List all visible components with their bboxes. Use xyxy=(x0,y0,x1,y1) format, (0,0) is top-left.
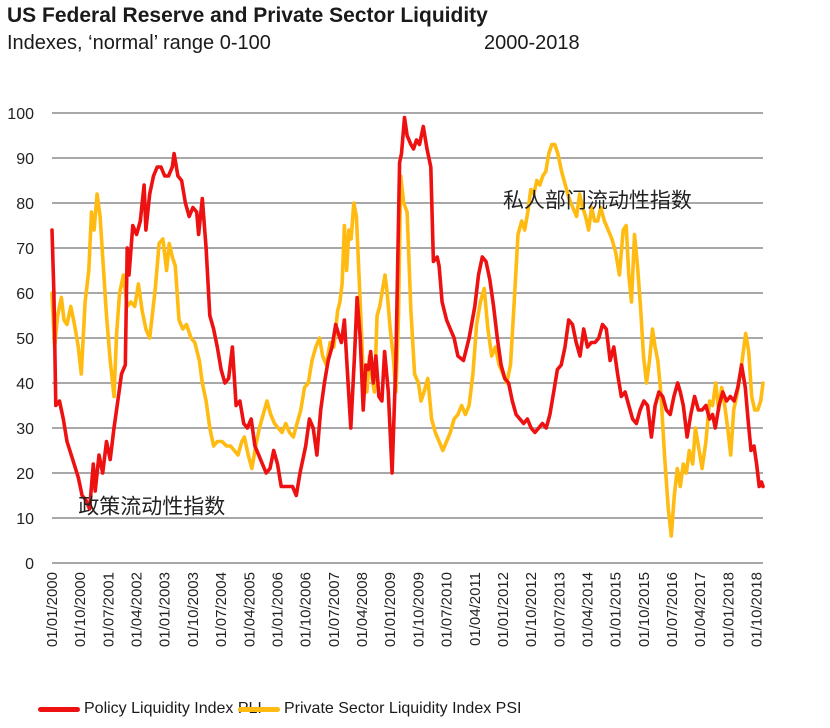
y-tick-label: 70 xyxy=(16,241,34,258)
x-tick-label: 01/04/2011 xyxy=(467,572,484,646)
x-tick-label: 01/10/2003 xyxy=(185,572,202,647)
x-tick-label: 01/07/2007 xyxy=(326,572,343,647)
y-tick-label: 20 xyxy=(16,466,34,483)
x-tick-label: 01/10/2006 xyxy=(298,572,315,647)
chart-period: 2000-2018 xyxy=(484,32,580,54)
x-axis-ticks: 01/01/2000 01/10/2000 01/07/2001 01/04/2002… xyxy=(44,572,766,647)
x-tick-label: 01/10/2009 xyxy=(410,572,427,647)
x-tick-label: 01/04/2008 xyxy=(354,572,371,647)
x-tick-label: 01/10/2018 xyxy=(749,572,766,647)
x-tick-label: 01/07/2016 xyxy=(664,572,681,647)
x-tick-label: 01/01/2003 xyxy=(157,572,174,647)
legend-item-psi: Private Sector Liquidity Index PSI xyxy=(238,700,521,718)
legend-swatch-psi xyxy=(238,706,280,712)
annotation-policy: 政策流动性指数 xyxy=(78,495,225,519)
x-tick-label: 01/01/2009 xyxy=(382,572,399,647)
x-tick-label: 01/04/2005 xyxy=(241,572,258,647)
x-tick-label: 01/01/2012 xyxy=(495,572,512,647)
y-tick-label: 10 xyxy=(16,511,34,528)
y-tick-label: 0 xyxy=(25,556,34,573)
x-tick-label: 01/07/2013 xyxy=(551,572,568,647)
legend-item-pli: Policy Liquidity Index PLI xyxy=(38,700,262,718)
y-tick-label: 50 xyxy=(16,331,34,348)
y-tick-label: 30 xyxy=(16,421,34,438)
legend-swatch-pli xyxy=(38,706,80,712)
x-tick-label: 01/04/2017 xyxy=(692,572,709,647)
x-tick-label: 01/04/2002 xyxy=(129,572,146,647)
x-tick-label: 01/01/2015 xyxy=(608,572,625,647)
y-tick-label: 60 xyxy=(16,286,34,303)
y-axis-ticks: 0 10 20 30 40 50 60 70 80 90 100 xyxy=(7,106,34,573)
series-lines xyxy=(50,115,765,538)
legend-label-pli: Policy Liquidity Index PLI xyxy=(84,700,262,717)
x-tick-label: 01/07/2010 xyxy=(439,572,456,647)
x-tick-label: 01/10/2015 xyxy=(636,572,653,647)
x-tick-label: 01/01/2018 xyxy=(720,572,737,647)
x-tick-label: 01/01/2006 xyxy=(269,572,286,647)
chart-title: US Federal Reserve and Private Sector Li… xyxy=(7,4,488,27)
legend: Policy Liquidity Index PLI Private Secto… xyxy=(0,700,830,724)
line-chart: 0 10 20 30 40 50 60 70 80 90 100 01/01/2000 01/10/2… xyxy=(7,106,766,647)
legend-label-psi: Private Sector Liquidity Index PSI xyxy=(284,700,522,717)
x-tick-label: 01/01/2000 xyxy=(44,572,61,647)
y-tick-label: 40 xyxy=(16,376,34,393)
annotation-private-sector: 私人部门流动性指数 xyxy=(503,189,692,213)
chart-subtitle: Indexes, ‘normal’ range 0-100 xyxy=(7,32,271,54)
series-line-psi xyxy=(50,142,765,538)
x-tick-label: 01/10/2012 xyxy=(523,572,540,647)
x-tick-label: 01/04/2014 xyxy=(580,572,597,647)
x-tick-label: 01/07/2001 xyxy=(100,572,117,647)
series-line-pli xyxy=(50,115,765,511)
x-tick-label: 01/10/2000 xyxy=(72,572,89,647)
x-tick-label: 01/07/2004 xyxy=(213,572,230,647)
y-tick-label: 90 xyxy=(16,151,34,168)
y-tick-label: 100 xyxy=(7,106,34,123)
y-tick-label: 80 xyxy=(16,196,34,213)
